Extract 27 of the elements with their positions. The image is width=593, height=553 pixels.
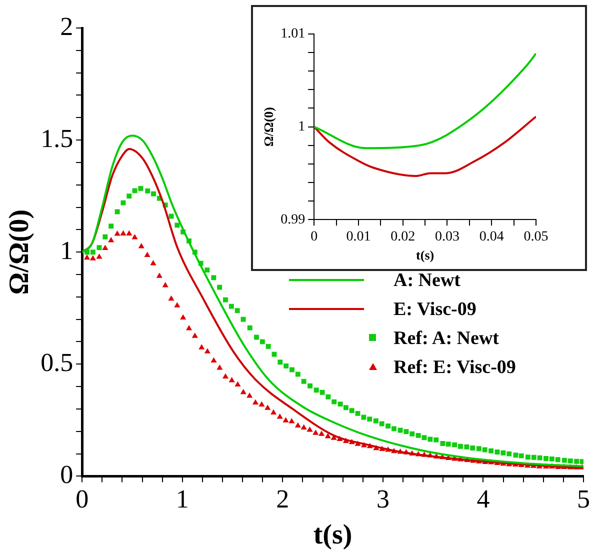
x-tick-label: 0.05 (524, 230, 548, 245)
x-tick-label: 5 (577, 484, 590, 514)
y-axis-title: Ω/Ω(0) (261, 107, 276, 147)
x-tick-label: 3 (376, 484, 390, 514)
y-axis-title: Ω/Ω(0) (4, 209, 36, 295)
y-tick-label: 0.99 (280, 212, 306, 228)
line-series (314, 52, 536, 150)
y-tick-label: 1 (298, 119, 306, 134)
line-series (314, 116, 536, 177)
x-tick-label: 0.04 (479, 230, 504, 245)
x-tick-label: 0.02 (390, 230, 416, 245)
legend-label: E: Visc-09 (394, 298, 476, 322)
y-tick-label: 0 (60, 460, 74, 490)
x-axis-title: t(s) (313, 519, 352, 550)
x-tick-label: 0 (310, 230, 318, 245)
x-tick-label: 0.03 (434, 230, 460, 245)
x-axis-title: t(s) (416, 248, 434, 263)
x-tick-label: 0.01 (346, 230, 371, 245)
legend-label: Ref: A: Newt (394, 326, 500, 351)
x-tick-label: 1 (176, 484, 189, 514)
legend-label: A: Newt (394, 268, 461, 293)
legend-label: Ref: E: Visc-09 (394, 356, 516, 380)
x-tick-label: 4 (476, 484, 490, 514)
y-tick-label: 1.01 (280, 26, 306, 42)
y-tick-label: 2 (60, 12, 74, 41)
y-tick-label: 0.5 (40, 348, 74, 377)
y-tick-label: 1.5 (40, 124, 74, 153)
